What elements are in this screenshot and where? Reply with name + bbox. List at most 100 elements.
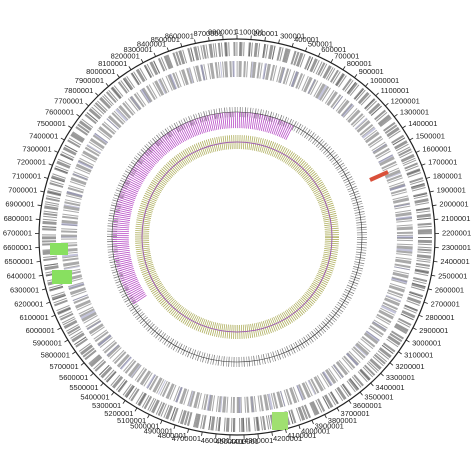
tick-label: 3600001 [353,401,382,410]
tick-mark [305,47,308,52]
tick-label: 500001 [308,40,333,49]
tick-label: 1600001 [422,144,451,153]
tick-label: 7600001 [45,107,74,116]
tick-label: 2700001 [431,299,460,308]
tick-label: 4100001 [287,431,316,440]
tick-label: 8400001 [137,40,166,49]
tick-label: 2900001 [419,326,448,335]
tick-mark [398,351,402,355]
tick-mark [415,150,420,153]
tick-label: 5000001 [130,422,159,431]
tick-label: 6400001 [7,272,36,281]
tick-label: 4500001 [215,437,244,446]
tick-label: 4300001 [244,436,273,445]
tick-mark [370,382,374,387]
tick-mark [140,58,144,63]
tick-label: 7700001 [54,96,83,105]
tick-label: 3300001 [386,373,415,382]
tick-mark [427,288,433,291]
tick-mark [95,92,99,97]
tick-mark [68,125,72,129]
tick-label: 700001 [334,52,359,61]
tick-mark [394,113,398,118]
tick-mark [298,424,301,430]
tick-mark [100,382,104,387]
tick-mark [365,83,369,87]
tick-label: 100001 [239,27,264,36]
tick-mark [41,288,47,291]
tick-label: 8000001 [86,67,115,76]
tick-label: 7800001 [64,86,93,95]
gc-content-baseline [111,111,363,363]
tick-label: 4200001 [273,434,302,443]
tick-label: 3500001 [364,393,393,402]
tick-mark [354,74,358,78]
gc-skew-baseline [141,141,333,333]
tick-mark [405,339,410,343]
tick-label: 5400001 [80,393,109,402]
tick-label: 2000001 [439,200,468,209]
tick-label: 900001 [359,67,384,76]
tick-mark [80,362,85,366]
tick-label: 6600001 [3,243,32,252]
tick-mark [431,274,436,277]
tick-label: 5900001 [33,339,62,348]
tick-label: 1400001 [408,119,437,128]
tick-mark [426,176,431,179]
tick-mark [271,431,273,436]
tick-label: 7500001 [37,119,66,128]
tick-label: 6000001 [26,326,55,335]
tick-mark [375,92,379,97]
tick-label: 5700001 [49,362,78,371]
tick-label: 1800001 [433,171,462,180]
tick-label: 8100001 [98,59,127,68]
tick-label: 3700001 [341,409,370,418]
tick-label: 5100001 [117,416,146,425]
tick-mark [128,66,132,70]
tick-label: 8300001 [124,45,153,54]
tick-label: 3000001 [412,339,441,348]
highlight-region [50,243,68,255]
tick-mark [116,74,120,78]
tick-mark [264,36,266,42]
tick-mark [342,66,346,70]
tick-mark [37,204,42,207]
tick-mark [389,362,394,366]
tick-label: 1700001 [428,158,457,167]
tick-mark [153,52,156,57]
tick-label: 4800001 [158,431,187,440]
tick-label: 3900001 [315,422,344,431]
tick-mark [278,39,280,44]
tick-label: 5500001 [69,383,98,392]
tick-label: 4400001 [230,437,259,446]
tick-label: 1300001 [400,107,429,116]
tick-mark [57,327,62,331]
tick-mark [311,420,314,425]
tick-label: 3200001 [395,362,424,371]
tick-mark [432,204,437,207]
tick-label: 2400001 [440,257,469,266]
tick-mark [409,137,414,141]
tick-mark [348,400,352,404]
tick-label: 3800001 [328,416,357,425]
tick-mark [105,83,109,87]
tick-label: 2500001 [438,272,467,281]
tick-mark [418,314,423,318]
tick-label: 1100001 [381,86,410,95]
highlight-region [369,170,389,182]
tick-label: 4600001 [201,436,230,445]
tick-mark [134,407,138,412]
tick-label: 4000001 [301,427,330,436]
tick-label: 6700001 [3,228,32,237]
tick-mark [166,47,169,52]
tick-label: 6300001 [10,286,39,295]
tick-label: 7900001 [75,76,104,85]
tick-label: 6200001 [14,299,43,308]
tick-label: 1 [235,27,239,36]
tick-label: 6800001 [4,214,33,223]
tick-label: 2300001 [442,243,471,252]
tick-label: 800001 [347,59,372,68]
tick-mark [194,39,196,44]
rings [38,38,436,436]
tick-mark [46,301,51,304]
